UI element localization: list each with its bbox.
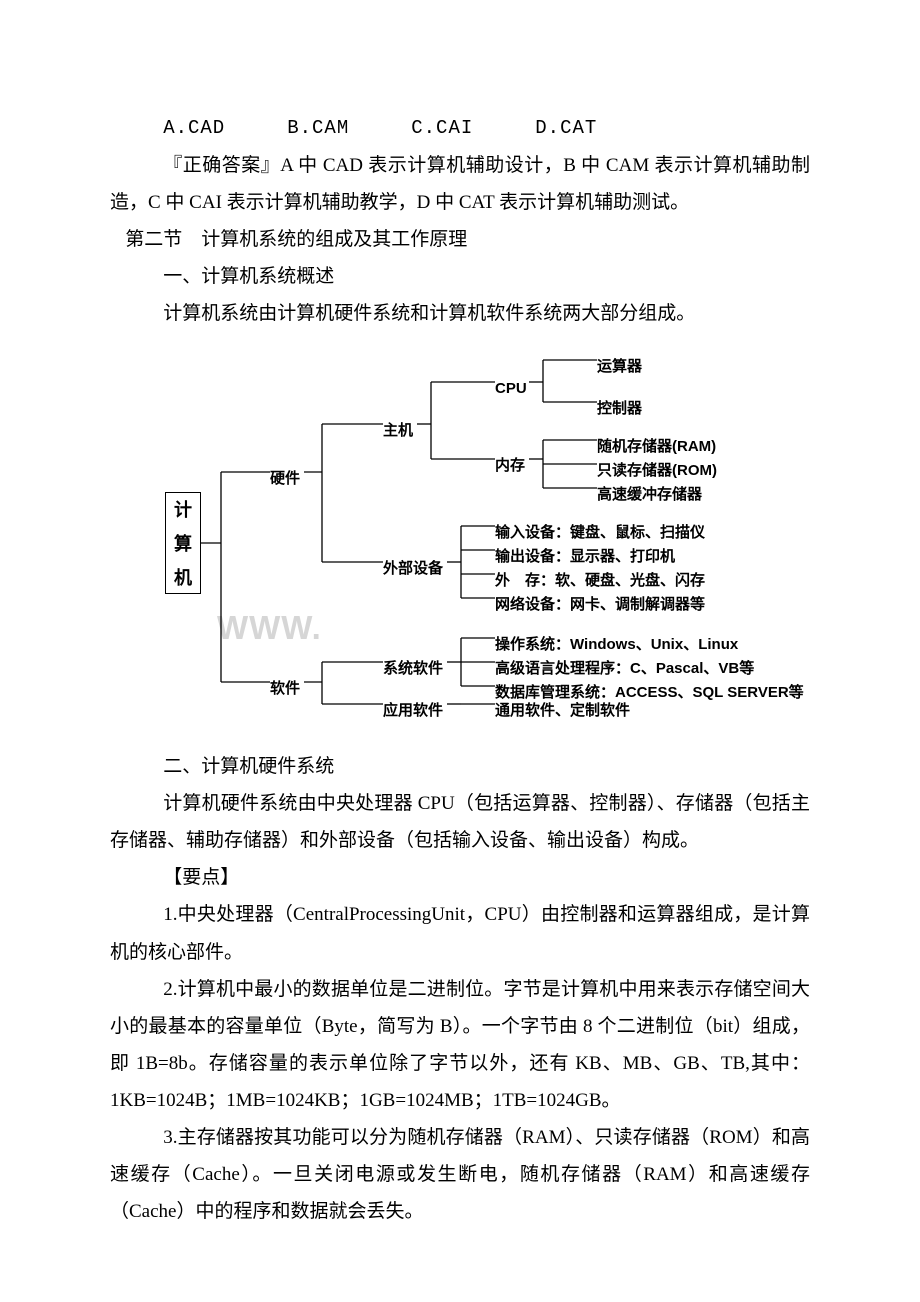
tree-l2-host: 主机	[383, 416, 413, 445]
tree-l1-hw: 硬件	[270, 464, 300, 493]
tree-root: 计算机	[165, 492, 201, 594]
keypoint-3: 3.主存储器按其功能可以分为随机存储器（RAM）、只读存储器（ROM）和高速缓存…	[110, 1119, 810, 1230]
document-page: A.CAD B.CAM C.CAI D.CAT 『正确答案』A 中 CAD 表示…	[0, 0, 920, 1302]
option-d: D.CAT	[535, 117, 597, 139]
tree-leaf-mem-2: 高速缓冲存储器	[597, 480, 702, 509]
keypoint-1: 1.中央处理器（CentralProcessingUnit，CPU）由控制器和运…	[110, 896, 810, 970]
tree-leaf-cpu-1: 控制器	[597, 394, 642, 423]
keypoints-heading: 【要点】	[110, 859, 810, 896]
tree-l3-mem: 内存	[495, 451, 525, 480]
tree-l2-ext: 外部设备	[383, 554, 443, 583]
section-2-heading: 第二节 计算机系统的组成及其工作原理	[110, 221, 810, 258]
tree-l2-sys: 系统软件	[383, 654, 443, 683]
option-c: C.CAI	[411, 117, 473, 139]
subheading-2: 二、计算机硬件系统	[110, 748, 810, 785]
options-line: A.CAD B.CAM C.CAI D.CAT	[110, 110, 810, 147]
tree-leaf-cpu-0: 运算器	[597, 352, 642, 381]
tree-leaf-ext-3: 网络设备：网卡、调制解调器等	[495, 590, 705, 619]
option-a: A.CAD	[163, 117, 225, 139]
paragraph-hardware: 计算机硬件系统由中央处理器 CPU（包括运算器、控制器）、存储器（包括主存储器、…	[110, 785, 810, 859]
tree-l1-sw: 软件	[270, 674, 300, 703]
tree-l2-app: 应用软件	[383, 696, 443, 725]
tree-diagram: WWW. 计算机硬件软件主机外部设备系统软件应用软件CPU内存通用软件、定制软件…	[165, 342, 865, 742]
keypoint-2: 2.计算机中最小的数据单位是二进制位。字节是计算机中用来表示存储空间大小的最基本…	[110, 971, 810, 1119]
option-b: B.CAM	[287, 117, 349, 139]
tree-l3-cpu: CPU	[495, 374, 527, 403]
answer-paragraph: 『正确答案』A 中 CAD 表示计算机辅助设计，B 中 CAM 表示计算机辅助制…	[110, 147, 810, 221]
paragraph-overview: 计算机系统由计算机硬件系统和计算机软件系统两大部分组成。	[110, 295, 810, 332]
tree-leaf-sys-2: 数据库管理系统：ACCESS、SQL SERVER等	[495, 678, 804, 707]
subheading-1: 一、计算机系统概述	[110, 258, 810, 295]
